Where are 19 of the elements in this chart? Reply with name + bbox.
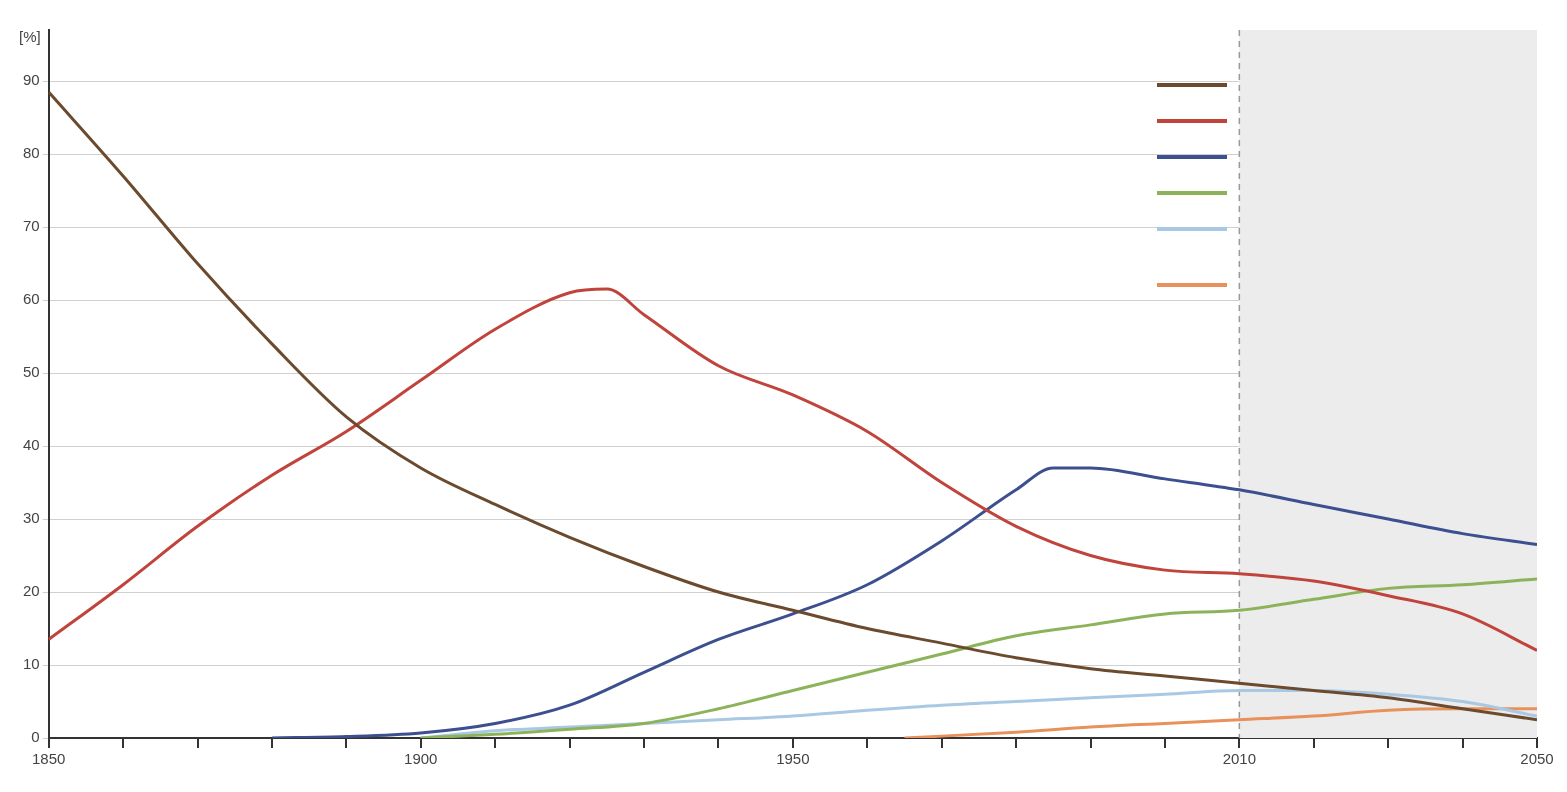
y-tick-label: 90: [23, 71, 40, 89]
y-tick-label: 80: [23, 144, 40, 162]
y-tick-label: 20: [23, 582, 40, 600]
x-tick-label: 1850: [32, 750, 66, 768]
y-tick-label: 50: [23, 363, 40, 381]
y-tick-label: 30: [23, 509, 40, 527]
x-tick-label: 1950: [776, 750, 810, 768]
line-series: [270, 466, 1537, 738]
y-tick-label: 10: [23, 655, 40, 673]
x-tick-label: 2010: [1222, 750, 1257, 768]
y-tick-label: 60: [23, 290, 40, 308]
y-tick-label: 70: [23, 217, 40, 235]
y-tick-label: 0: [31, 728, 40, 746]
x-tick-label: 1900: [404, 750, 438, 768]
x-tick-label: 2050: [1520, 750, 1554, 768]
y-axis-title: [%]: [19, 28, 41, 46]
line-series: [902, 707, 1537, 738]
y-tick-label: 40: [23, 436, 40, 454]
line-series: [419, 577, 1537, 738]
